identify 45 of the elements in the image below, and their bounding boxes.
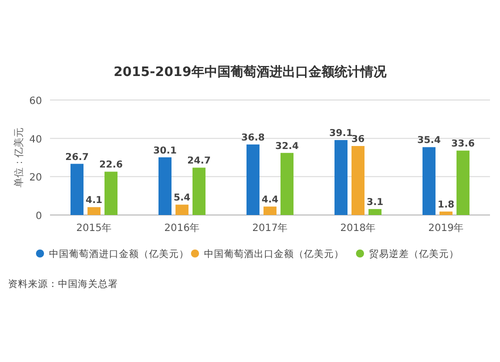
chart-title: 2015-2019年中国葡萄酒进出口金额统计情况 (114, 64, 388, 80)
data-label: 24.7 (187, 156, 211, 167)
y-tick-label: 40 (29, 134, 42, 146)
bar (88, 207, 100, 215)
bar (368, 209, 382, 215)
data-label: 35.4 (417, 135, 442, 146)
x-tick-label: 2019年 (428, 222, 464, 234)
legend-label: 贸易逆差（亿美元） (369, 248, 459, 260)
bar (176, 204, 188, 215)
data-label: 36.8 (241, 132, 266, 144)
data-label: 1.8 (438, 200, 455, 211)
bar (440, 212, 452, 215)
data-label: 5.4 (174, 192, 191, 204)
data-label: 22.6 (99, 160, 124, 171)
legend-label: 中国葡萄酒进口金额（亿美元） (49, 248, 189, 260)
bar (280, 152, 294, 215)
data-label: 4.4 (262, 194, 279, 206)
text: 资料来源：中国海关总署 (8, 278, 118, 290)
data-label: 33.6 (451, 138, 476, 150)
data-label: 32.4 (275, 140, 300, 152)
x-tick-label: 2018年 (340, 222, 376, 234)
bar (334, 140, 348, 215)
y-tick-label: 0 (36, 211, 42, 222)
y-tick-label: 60 (29, 96, 42, 107)
x-tick-label: 2015年 (76, 222, 112, 234)
bar (246, 144, 260, 215)
bar (158, 157, 172, 215)
data-label: 3.1 (366, 197, 384, 208)
bar (192, 168, 206, 215)
bar (70, 164, 84, 215)
x-tick-label: 2016年 (164, 222, 200, 234)
y-axis-title: 单位：亿美元 (13, 128, 25, 188)
bar (264, 206, 276, 215)
x-tick-label: 2017年 (252, 222, 288, 234)
bar (352, 146, 364, 215)
legend-label: 中国葡萄酒出口金额（亿美元） (204, 248, 344, 260)
data-label: 39.1 (329, 128, 353, 140)
data-label: 4.1 (86, 195, 102, 206)
data-label: 26.7 (65, 152, 89, 163)
data-label: 30.1 (153, 145, 177, 156)
data-label: 36 (351, 134, 365, 145)
bar (104, 172, 118, 215)
bar (422, 147, 436, 215)
y-tick-label: 20 (29, 172, 42, 184)
bar (456, 150, 470, 215)
